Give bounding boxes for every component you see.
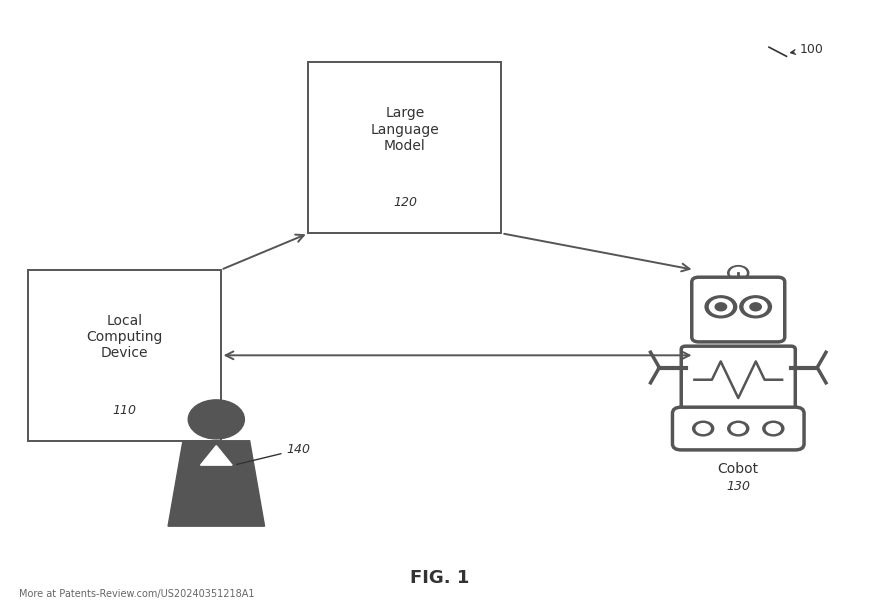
Polygon shape (201, 446, 232, 465)
Text: FIG. 1: FIG. 1 (410, 569, 470, 587)
Text: Local
Computing
Device: Local Computing Device (86, 314, 163, 360)
Circle shape (744, 299, 767, 314)
Circle shape (728, 421, 749, 436)
Circle shape (730, 267, 746, 278)
FancyBboxPatch shape (672, 407, 804, 450)
Circle shape (188, 400, 245, 439)
Text: 110: 110 (113, 404, 136, 417)
Circle shape (709, 299, 732, 314)
Circle shape (705, 296, 737, 318)
Circle shape (740, 296, 772, 318)
FancyBboxPatch shape (27, 270, 221, 441)
Text: 120: 120 (392, 196, 417, 209)
Text: 140: 140 (237, 443, 311, 465)
Circle shape (728, 265, 749, 280)
Text: More at Patents-Review.com/US20240351218A1: More at Patents-Review.com/US20240351218… (19, 590, 254, 600)
Polygon shape (168, 441, 265, 526)
Circle shape (731, 424, 745, 433)
Circle shape (750, 303, 761, 311)
FancyBboxPatch shape (681, 346, 796, 413)
FancyBboxPatch shape (308, 63, 502, 234)
Circle shape (715, 303, 727, 311)
Circle shape (696, 424, 710, 433)
Circle shape (766, 424, 781, 433)
Text: Cobot: Cobot (718, 462, 759, 476)
Circle shape (693, 421, 714, 436)
Text: Large
Language
Model: Large Language Model (370, 106, 439, 153)
FancyBboxPatch shape (692, 277, 785, 342)
Circle shape (763, 421, 784, 436)
Text: 100: 100 (791, 44, 824, 56)
Text: 130: 130 (726, 481, 751, 493)
